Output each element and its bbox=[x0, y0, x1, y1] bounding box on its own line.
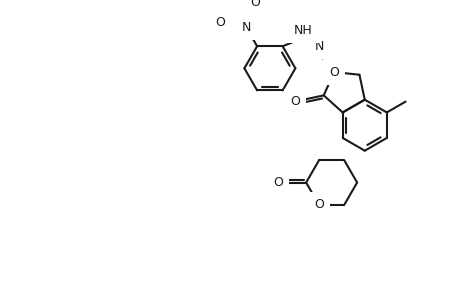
Text: N: N bbox=[314, 40, 324, 53]
Text: O: O bbox=[273, 176, 282, 189]
Text: N: N bbox=[241, 21, 251, 34]
Text: O: O bbox=[313, 198, 323, 211]
Text: NH: NH bbox=[293, 24, 312, 37]
Text: O: O bbox=[290, 95, 299, 108]
Text: O: O bbox=[329, 66, 338, 79]
Text: O: O bbox=[250, 0, 260, 9]
Text: O: O bbox=[215, 16, 225, 29]
